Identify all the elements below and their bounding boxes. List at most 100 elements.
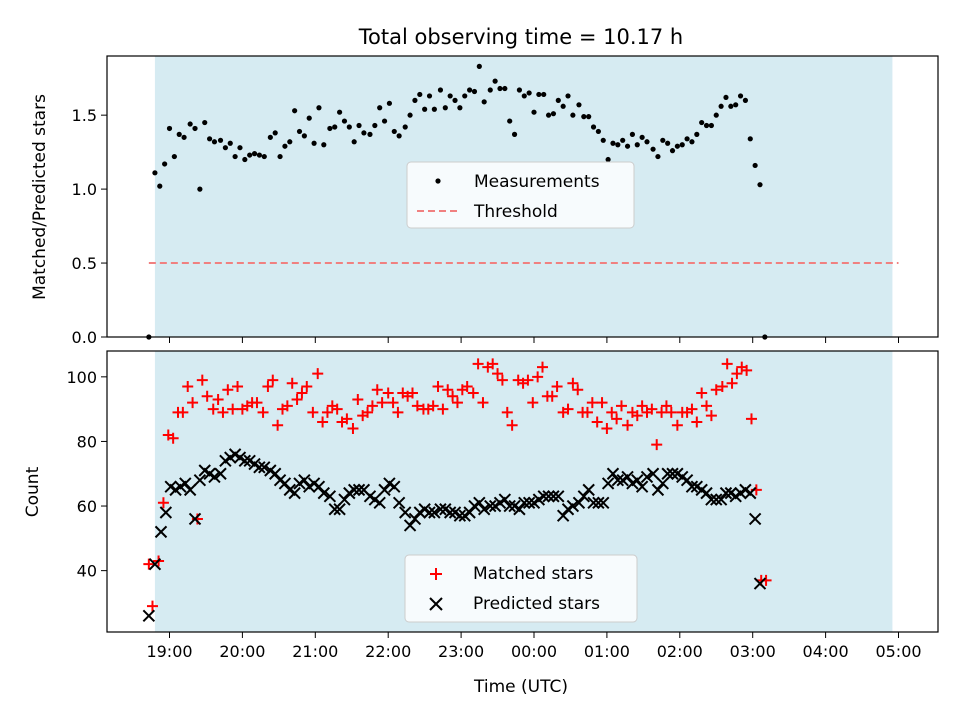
matched-legend-marker	[430, 568, 442, 580]
measurement-point	[718, 103, 724, 109]
measurement-point	[550, 111, 557, 117]
matched-star-point	[371, 384, 383, 396]
matched-star-point	[726, 377, 738, 389]
predicted-star-point	[601, 477, 615, 490]
measurement-point	[674, 143, 680, 149]
predicted-star-point	[188, 512, 202, 526]
predicted-star-point	[403, 519, 417, 532]
matched-star-point	[382, 387, 394, 399]
matched-star-point	[331, 403, 343, 415]
matched-star-point	[741, 364, 753, 376]
measurement-point	[237, 145, 243, 151]
measurement-point	[321, 142, 327, 148]
predicted-star-point	[522, 496, 536, 510]
matched-star-point	[716, 381, 728, 393]
predicted-star-point	[388, 480, 401, 493]
measurement-point	[492, 78, 498, 84]
predicted-star-point	[373, 496, 386, 510]
measurement-point	[752, 162, 758, 169]
measurement-point	[187, 121, 193, 127]
matched-star-point	[660, 400, 672, 412]
predicted-star-point	[278, 477, 292, 490]
matched-star-point	[501, 406, 513, 418]
measurement-point	[545, 112, 552, 118]
measurement-point	[737, 93, 744, 99]
measurement-point	[511, 131, 518, 137]
matched-star-point	[506, 419, 518, 431]
measurement-point	[723, 94, 729, 101]
predicted-star-point	[258, 461, 271, 474]
measurement-point	[272, 130, 278, 136]
predicted-star-point	[463, 506, 476, 519]
matched-star-point	[527, 397, 539, 409]
measurement-point	[581, 114, 587, 120]
predicted-star-point	[748, 512, 762, 526]
measurement-point	[467, 87, 473, 93]
predicted-star-point	[631, 473, 644, 487]
measurement-point	[251, 151, 258, 157]
matched-star-point	[376, 397, 388, 409]
measurement-point	[703, 122, 710, 129]
predicted-star-point	[408, 512, 422, 526]
measurement-point	[600, 137, 606, 143]
predicted-star-point	[288, 486, 301, 500]
x-tick-label: 03:00	[730, 642, 776, 661]
measurement-point	[576, 102, 582, 108]
predicted-star-point	[651, 483, 665, 497]
matched-star-point	[432, 381, 444, 393]
matched-star-point	[182, 381, 194, 393]
predicted-star-point	[666, 467, 679, 480]
predicted-star-point	[434, 503, 447, 516]
predicted-star-point	[542, 490, 555, 503]
x-tick-label: 22:00	[365, 642, 411, 661]
matched-star-point	[392, 406, 404, 418]
measurement-point	[377, 105, 383, 111]
x-tick-label: 23:00	[438, 642, 484, 661]
predicted-star-point	[473, 496, 486, 510]
measurement-point	[665, 140, 671, 146]
predicted-star-point	[753, 577, 767, 590]
matched-star-point	[461, 381, 473, 393]
bottom-legend-box	[404, 554, 638, 623]
predicted-star-point	[606, 467, 620, 480]
matched-star-point	[671, 419, 683, 431]
matched-star-point	[522, 374, 534, 386]
top-y-axis-label: Matched/Predicted stars	[30, 94, 50, 300]
matched-star-point	[232, 381, 244, 393]
matched-star-point	[686, 403, 698, 415]
measurement-point	[462, 93, 468, 99]
predicted-legend-label: Predicted stars	[473, 594, 600, 614]
measurement-point	[669, 148, 676, 154]
predicted-star-point	[577, 490, 591, 503]
measurement-point	[708, 122, 714, 129]
measurement-point	[361, 130, 367, 136]
measurement-point	[351, 139, 357, 145]
predicted-star-point	[208, 470, 221, 484]
measurement-point	[332, 124, 338, 130]
top-plot-frame	[106, 55, 939, 338]
measurement-point	[372, 122, 378, 129]
top-y-axis: 0.0 0.5 1.0 1.5	[72, 106, 107, 347]
predicted-star-point	[503, 499, 516, 513]
matched-star-point	[387, 397, 399, 409]
x-tick-label: 01:00	[584, 642, 630, 661]
predicted-star-point	[443, 506, 457, 519]
matched-star-point	[267, 374, 279, 386]
matched-legend-label: Matched stars	[473, 564, 593, 584]
matched-star-point	[572, 384, 584, 396]
measurement-point	[679, 142, 685, 148]
bottom-y-tick-label: 40	[77, 562, 97, 581]
predicted-star-point	[710, 493, 723, 506]
measurement-point	[629, 131, 636, 137]
matched-star-point	[286, 377, 298, 389]
matched-star-point	[611, 413, 623, 425]
measurement-point	[521, 93, 527, 99]
matched-star-point	[427, 400, 439, 412]
predicted-star-point	[214, 467, 227, 480]
predicted-star-point	[142, 609, 156, 623]
measurement-point	[733, 102, 739, 108]
predicted-legend-marker	[429, 597, 443, 611]
measurement-point	[412, 97, 418, 103]
measurement-point	[206, 136, 213, 142]
matched-star-point	[347, 423, 359, 435]
